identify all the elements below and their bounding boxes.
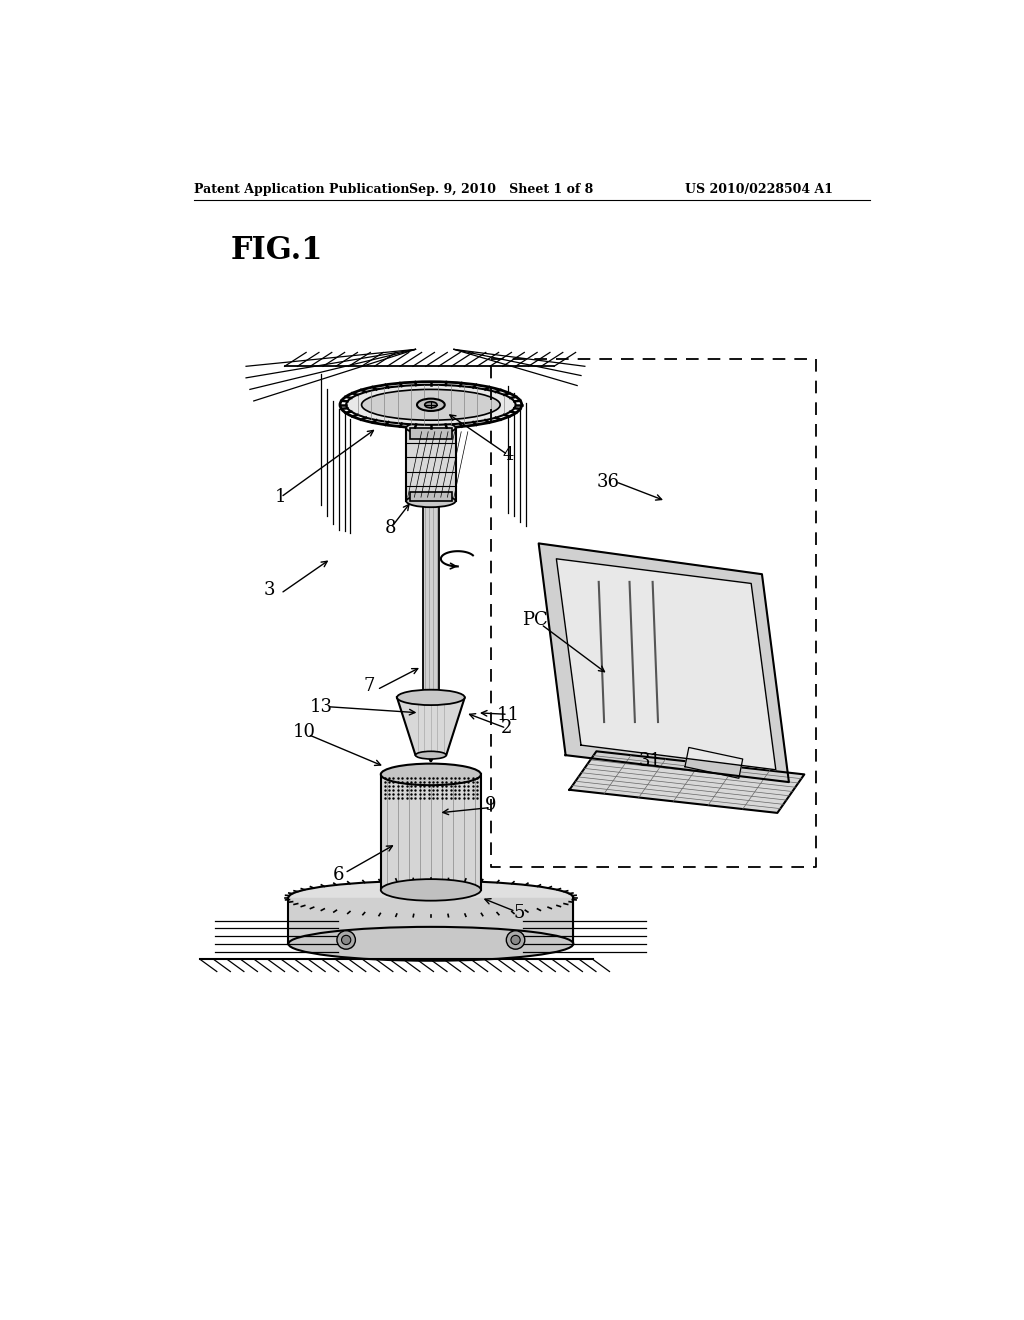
Ellipse shape bbox=[416, 751, 446, 759]
Ellipse shape bbox=[361, 389, 500, 420]
Bar bbox=[407, 428, 456, 502]
Circle shape bbox=[511, 936, 520, 945]
Polygon shape bbox=[556, 558, 776, 770]
Ellipse shape bbox=[425, 401, 437, 408]
Text: 5: 5 bbox=[514, 904, 525, 921]
Ellipse shape bbox=[397, 689, 465, 705]
Polygon shape bbox=[685, 747, 742, 779]
Text: 9: 9 bbox=[485, 796, 497, 814]
Bar bbox=[381, 775, 481, 890]
Circle shape bbox=[342, 936, 351, 945]
Circle shape bbox=[506, 931, 524, 949]
Text: 36: 36 bbox=[596, 473, 620, 491]
Text: 10: 10 bbox=[292, 723, 315, 741]
Bar bbox=[423, 502, 438, 697]
Ellipse shape bbox=[289, 927, 573, 961]
Bar bbox=[410, 428, 452, 440]
Text: Patent Application Publication: Patent Application Publication bbox=[194, 182, 410, 195]
Text: 13: 13 bbox=[310, 698, 333, 717]
Ellipse shape bbox=[340, 381, 521, 428]
Ellipse shape bbox=[381, 763, 481, 785]
Ellipse shape bbox=[346, 385, 515, 425]
Ellipse shape bbox=[381, 879, 481, 900]
Ellipse shape bbox=[407, 495, 456, 507]
Ellipse shape bbox=[289, 880, 573, 915]
Bar bbox=[410, 492, 452, 502]
Text: 6: 6 bbox=[333, 866, 344, 883]
Circle shape bbox=[337, 931, 355, 949]
Text: US 2010/0228504 A1: US 2010/0228504 A1 bbox=[685, 182, 833, 195]
Text: 8: 8 bbox=[385, 519, 396, 537]
Text: 2: 2 bbox=[501, 719, 512, 737]
Ellipse shape bbox=[417, 399, 444, 411]
Polygon shape bbox=[569, 751, 804, 813]
Text: PC: PC bbox=[522, 611, 548, 630]
Text: 7: 7 bbox=[364, 677, 375, 694]
Ellipse shape bbox=[407, 422, 456, 434]
Text: Sep. 9, 2010   Sheet 1 of 8: Sep. 9, 2010 Sheet 1 of 8 bbox=[410, 182, 594, 195]
Text: 1: 1 bbox=[275, 488, 287, 506]
Text: 11: 11 bbox=[497, 706, 519, 725]
Text: 3: 3 bbox=[263, 581, 274, 598]
Text: 4: 4 bbox=[502, 446, 514, 463]
Text: 31: 31 bbox=[639, 751, 662, 770]
Text: FIG.1: FIG.1 bbox=[230, 235, 323, 267]
Polygon shape bbox=[289, 898, 573, 944]
Polygon shape bbox=[539, 544, 788, 781]
Polygon shape bbox=[397, 697, 465, 755]
